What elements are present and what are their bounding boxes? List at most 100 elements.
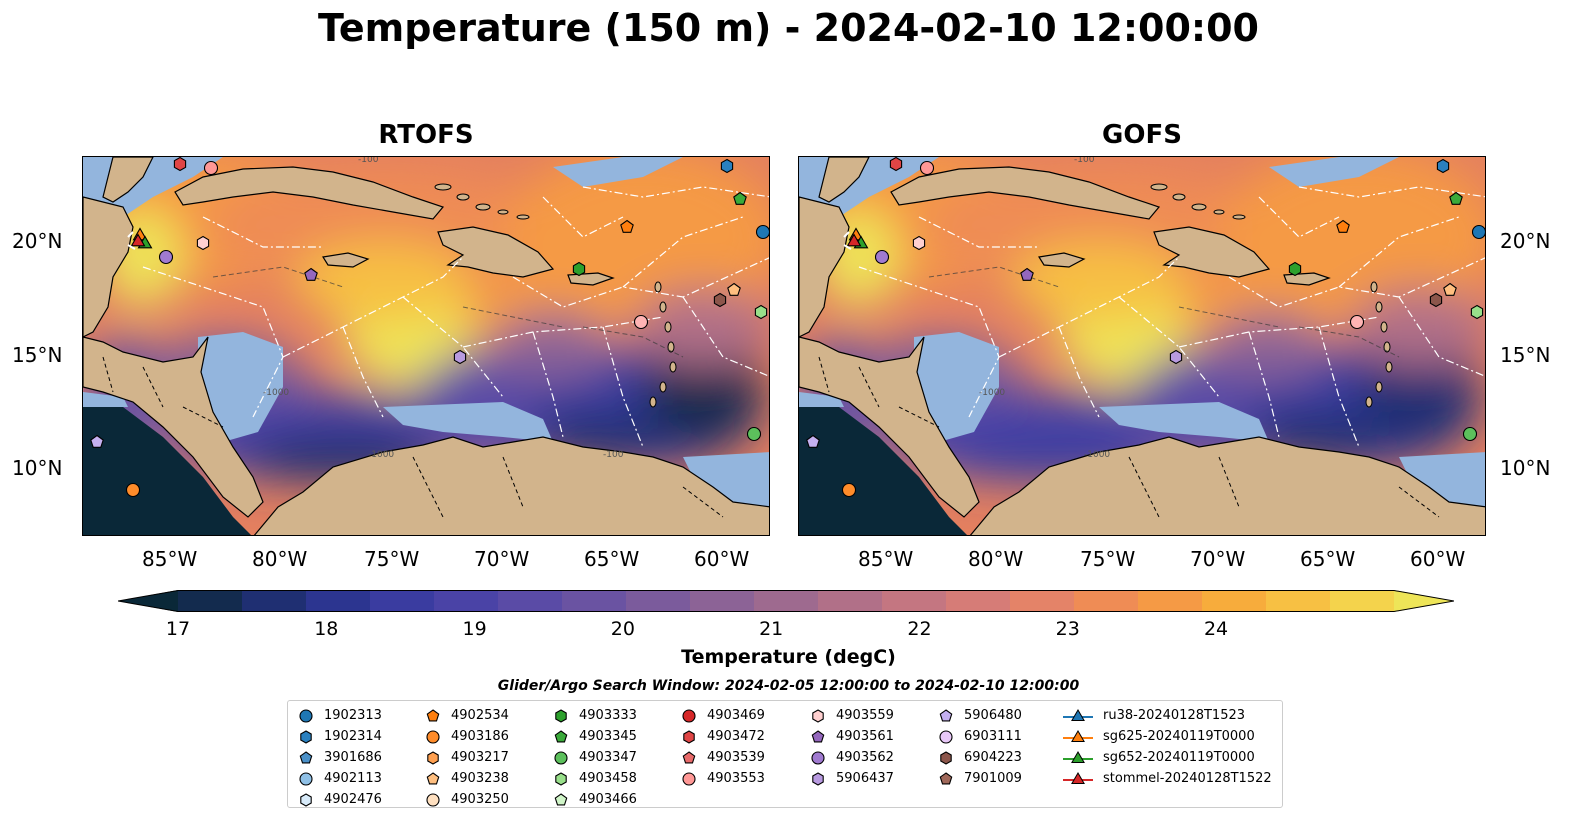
legend-item: 6903111 — [938, 726, 1022, 747]
legend-item-label: 4903345 — [579, 729, 637, 744]
eez-boundary — [1178, 316, 1380, 348]
float-marker-hexagon — [453, 349, 467, 365]
land-puerto-rico — [567, 272, 615, 286]
legend-item: sg652-20240119T0000 — [1063, 747, 1272, 768]
legend-item-label: sg652-20240119T0000 — [1103, 750, 1255, 765]
isobath — [1178, 306, 1280, 328]
colorbar-tick-label: 24 — [1203, 618, 1229, 640]
float-marker-circle — [1462, 426, 1478, 442]
land-jamaica — [1038, 252, 1086, 268]
country-border — [142, 366, 164, 408]
float-marker-triangle — [846, 233, 862, 247]
isobath-label: -100 — [358, 157, 379, 165]
lon-label-65w: 65°W — [584, 547, 640, 571]
glider-marker-icon — [1063, 771, 1093, 784]
pacific-ocean — [83, 397, 251, 535]
legend-item: 4903472 — [681, 726, 765, 747]
figure-title: Temperature (150 m) - 2024-02-10 12:00:0… — [317, 6, 1259, 50]
float-marker-hexagon — [1436, 158, 1450, 174]
legend-item-label: ru38-20240128T1523 — [1103, 708, 1246, 723]
lon-label-85w: 85°W — [142, 547, 198, 571]
legend-item: 4903217 — [425, 747, 509, 768]
lat-label-20n-right: 20°N — [1500, 229, 1551, 253]
map-panel-gofs[interactable]: -100 -1000 -1000 — [798, 156, 1486, 536]
float-marker-pentagon — [1020, 267, 1034, 281]
legend-item: 4902113 — [298, 768, 382, 789]
isobath — [212, 266, 344, 288]
legend-item-label: 4903250 — [451, 792, 509, 807]
colorbar-tick-label: 20 — [610, 618, 635, 640]
legend-item: 4903238 — [425, 768, 509, 789]
legend-item-label: 4903217 — [451, 750, 509, 765]
country-border — [1398, 486, 1440, 518]
float-marker-circle — [919, 160, 935, 176]
float-marker-hexagon — [196, 235, 210, 251]
land-jamaica — [322, 252, 370, 268]
float-marker-pentagon — [304, 267, 318, 281]
legend-item: 4903347 — [553, 747, 637, 768]
eez-boundary — [342, 326, 384, 418]
lat-label-10n-right: 10°N — [1500, 456, 1551, 480]
float-marker-hexagon — [683, 729, 695, 744]
country-border — [1218, 456, 1240, 508]
lat-label-20n: 20°N — [12, 229, 63, 253]
colorbar-bin — [178, 590, 243, 612]
legend-item-label: 4903466 — [579, 792, 637, 807]
float-marker-hexagon — [555, 771, 567, 786]
float-marker-hexagon — [713, 292, 727, 308]
float-marker-circle — [554, 750, 568, 765]
colorbar-bin — [1138, 590, 1203, 612]
float-marker-hexagon — [300, 792, 312, 807]
country-border — [858, 366, 880, 408]
legend-column: 4903333 4903345 4903347 4903458 4903466 — [553, 705, 637, 810]
legend-item: 6904223 — [938, 747, 1022, 768]
float-marker-icon — [300, 792, 312, 807]
colorbar-tick-label: 19 — [462, 618, 487, 640]
eez-boundary — [1228, 257, 1485, 308]
legend-item: 5906480 — [938, 705, 1022, 726]
legend-item-label: 1902313 — [324, 708, 382, 723]
legend-item-label: 4903472 — [707, 729, 765, 744]
float-marker-pentagon — [426, 708, 440, 721]
float-marker-icon — [811, 729, 825, 742]
float-marker-icon — [555, 708, 567, 723]
legend-item-label: 4903186 — [451, 729, 509, 744]
float-marker-icon — [300, 729, 312, 744]
float-marker-circle — [299, 708, 313, 723]
colorbar-extend-min — [118, 590, 178, 612]
float-marker-icon — [939, 708, 953, 721]
legend-item-label: 4903458 — [579, 771, 637, 786]
map-panel-rtofs[interactable]: -100 -1000 -1000 -100 — [82, 156, 770, 536]
eez-boundary — [202, 216, 323, 248]
panel-title-gofs: GOFS — [1102, 120, 1182, 150]
colorbar-bin — [1266, 590, 1331, 612]
glider-marker-icon — [1063, 750, 1093, 763]
legend-item: sg625-20240119T0000 — [1063, 726, 1272, 747]
float-marker-icon — [299, 750, 313, 763]
lon-label-60w: 60°W — [694, 547, 750, 571]
lon-label-75w-gofs: 75°W — [1080, 547, 1136, 571]
colorbar-tick-label: 17 — [165, 618, 191, 640]
land-central-america — [799, 336, 980, 518]
legend-item-label: 4903333 — [579, 708, 637, 723]
lon-label-85w-gofs: 85°W — [858, 547, 914, 571]
float-marker-icon — [812, 708, 824, 723]
float-marker-icon — [426, 792, 440, 807]
eez-boundary — [1258, 196, 1340, 238]
isobath-label: -1000 — [979, 388, 1005, 398]
legend-item: 4902476 — [298, 789, 382, 810]
float-marker-circle — [426, 729, 440, 744]
colorbar-bin — [562, 590, 627, 612]
colorbar-bin — [1330, 590, 1395, 612]
isobath-label: -1000 — [263, 388, 289, 398]
float-marker-circle — [682, 771, 696, 786]
float-marker-pentagon — [733, 191, 747, 205]
legend-item-label: 5906437 — [836, 771, 894, 786]
colorbar-tick-label: 18 — [314, 618, 339, 640]
legend-item-label: 4903539 — [707, 750, 765, 765]
legend-item: 4903333 — [553, 705, 637, 726]
country-border — [182, 406, 224, 428]
isobath — [462, 306, 564, 328]
colorbar-bin — [690, 590, 755, 612]
panel-title-rtofs: RTOFS — [378, 120, 474, 150]
